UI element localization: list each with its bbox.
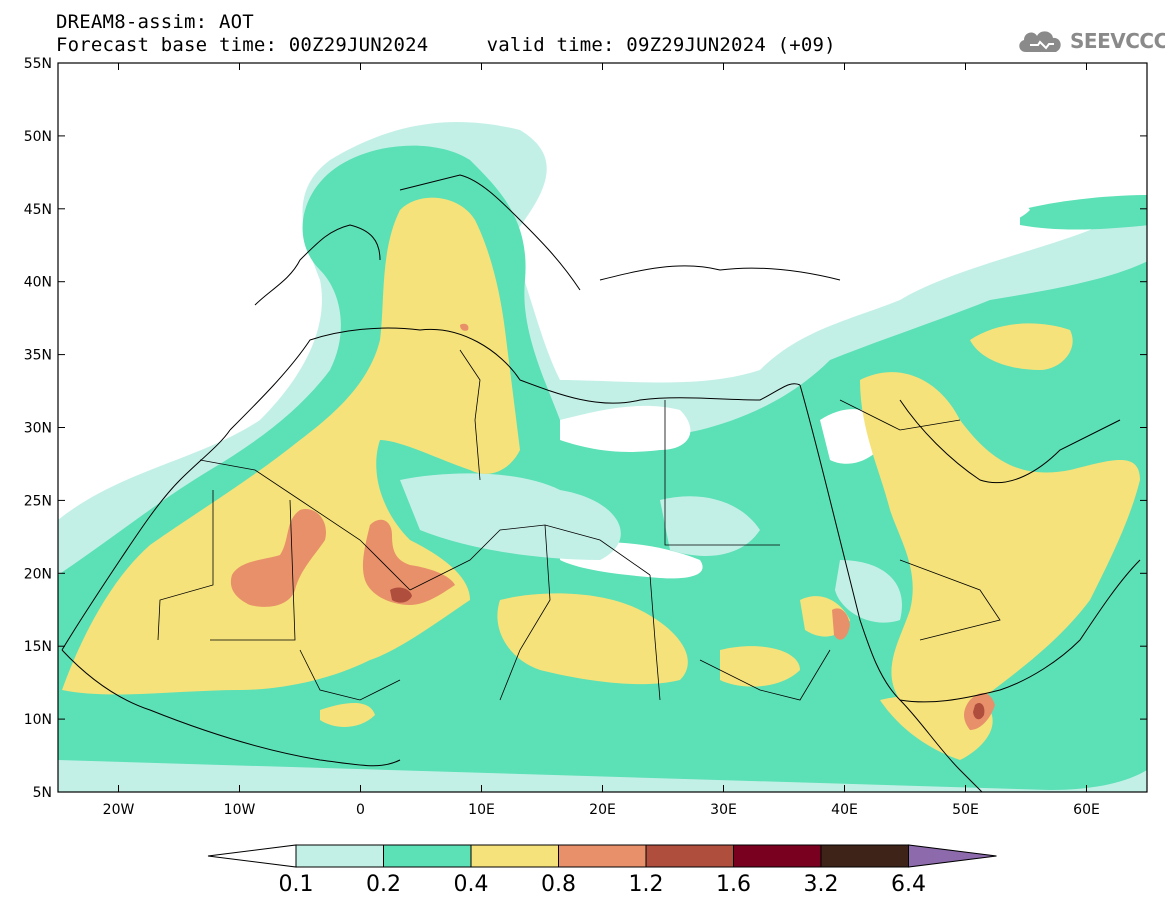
lon-tick-label: 10W xyxy=(224,802,256,818)
seevccc-logo: SEEVCCC xyxy=(1016,24,1165,58)
colorbar-below-arrow xyxy=(207,844,297,868)
colorbar-level-label: 1.6 xyxy=(716,872,751,897)
colorbar-level-label: 0.2 xyxy=(366,872,401,897)
colorbar-swatch xyxy=(470,844,559,868)
coastlines xyxy=(61,174,1141,792)
lat-tick-label: 5N xyxy=(33,785,52,801)
latitude-axis: 55N 50N 45N 40N 35N 30N 25N 20N 15N 10N 5N xyxy=(24,56,1147,801)
lat-tick-label: 15N xyxy=(24,639,52,655)
colorbar-level-label: 0.8 xyxy=(541,872,576,897)
colorbar-level-label: 0.4 xyxy=(454,872,489,897)
lat-tick-label: 35N xyxy=(24,348,52,364)
colorbar-swatch xyxy=(383,844,472,868)
lon-tick-label: 50E xyxy=(952,802,979,818)
lon-tick-label: 20E xyxy=(589,802,616,818)
lat-tick-label: 50N xyxy=(24,129,52,145)
lat-tick-label: 40N xyxy=(24,275,52,291)
colorbar-swatch xyxy=(295,844,384,868)
lat-tick-label: 10N xyxy=(24,712,52,728)
lon-tick-label: 60E xyxy=(1073,802,1100,818)
colorbar-level-label: 1.2 xyxy=(629,872,664,897)
lon-tick-label: 0 xyxy=(356,802,365,818)
aot-contour-0.1-inner xyxy=(400,473,902,623)
cloud-icon xyxy=(1019,31,1061,52)
lat-tick-label: 55N xyxy=(24,56,52,72)
lat-tick-label: 45N xyxy=(24,202,52,218)
lon-tick-label: 40E xyxy=(831,802,858,818)
colorbar-level-label: 3.2 xyxy=(804,872,839,897)
country-borders xyxy=(157,349,1001,701)
colorbar-swatch xyxy=(733,844,822,868)
colorbar-above-arrow xyxy=(908,844,997,868)
lon-tick-label: 10E xyxy=(468,802,495,818)
lon-tick-label: 20W xyxy=(103,802,135,818)
colorbar-swatch xyxy=(558,844,647,868)
lat-tick-label: 20N xyxy=(24,566,52,582)
lat-tick-label: 25N xyxy=(24,493,52,509)
colorbar-swatch xyxy=(820,844,909,868)
forecast-time-subtitle: Forecast base time: 00Z29JUN2024 valid t… xyxy=(56,34,836,56)
colorbar-swatch xyxy=(645,844,734,868)
lat-tick-label: 30N xyxy=(24,421,52,437)
lon-tick-label: 30E xyxy=(710,802,737,818)
colorbar-level-label: 0.1 xyxy=(279,872,314,897)
longitude-axis: 20W 10W 0 10E 20E 30E 40E 50E 60E xyxy=(103,63,1100,818)
aot-contour-0.8 xyxy=(230,323,995,730)
colorbar-level-label: 6.4 xyxy=(891,872,926,897)
aot-contour-1.2 xyxy=(390,587,985,720)
aot-field xyxy=(58,121,1147,792)
map-title: DREAM8-assim: AOT xyxy=(56,11,254,33)
logo-text: SEEVCCC xyxy=(1070,29,1165,53)
colorbar: 0.1 0.2 0.4 0.8 1.2 1.6 3.2 6.4 xyxy=(207,844,997,897)
